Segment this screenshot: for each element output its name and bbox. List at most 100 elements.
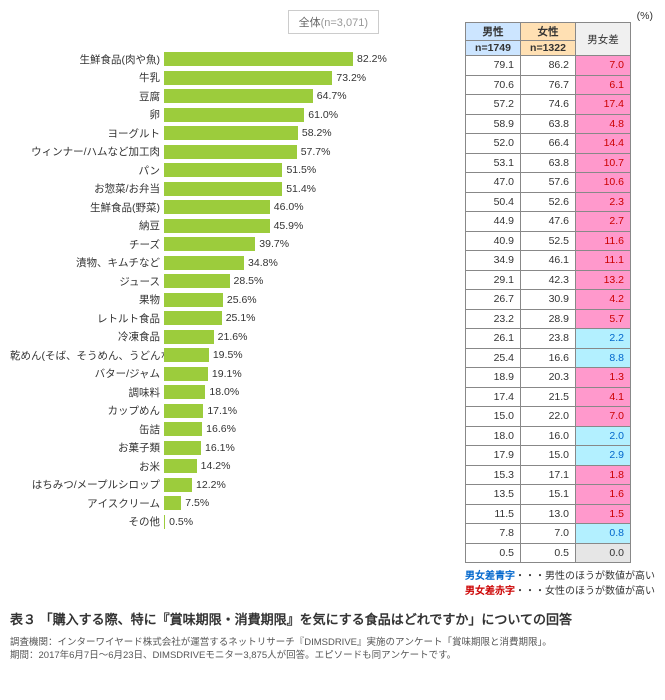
bar-track: 73.2% <box>164 71 459 85</box>
col-header-male: 男性 <box>466 23 521 41</box>
cell-female: 66.4 <box>521 134 576 154</box>
cell-male: 13.5 <box>466 485 521 505</box>
bar-label: 缶詰 <box>10 422 164 437</box>
bar-track: 14.2% <box>164 459 459 473</box>
bar <box>164 145 297 159</box>
bar <box>164 52 353 66</box>
bar-label: お菓子類 <box>10 440 164 455</box>
cell-female: 13.0 <box>521 504 576 524</box>
table-row: 15.022.07.0 <box>466 407 631 427</box>
bar-row: 納豆45.9% <box>10 217 459 235</box>
bar-value: 82.2% <box>357 53 387 65</box>
bar-row: 生鮮食品(肉や魚)82.2% <box>10 50 459 68</box>
bar <box>164 256 244 270</box>
cell-female: 7.0 <box>521 524 576 544</box>
bar-track: 34.8% <box>164 256 459 270</box>
bar-label: チーズ <box>10 237 164 252</box>
cell-male: 18.0 <box>466 426 521 446</box>
cell-male: 26.7 <box>466 290 521 310</box>
bar-value: 12.2% <box>196 479 226 491</box>
legend-blue-label: 男女差青字 <box>465 571 515 582</box>
bar-track: 58.2% <box>164 126 459 140</box>
footnote-line2: 期間：2017年6月7日～6月23日、DIMSDRIVEモニター3,875人が回… <box>10 649 655 662</box>
bar-value: 19.1% <box>212 368 242 380</box>
cell-female: 0.5 <box>521 543 576 563</box>
cell-male: 47.0 <box>466 173 521 193</box>
cell-diff: 11.6 <box>576 231 631 251</box>
bar-label: 冷凍食品 <box>10 329 164 344</box>
percent-unit-label: (%) <box>465 10 655 22</box>
bar-row: お米14.2% <box>10 457 459 475</box>
cell-female: 30.9 <box>521 290 576 310</box>
cell-female: 20.3 <box>521 368 576 388</box>
cell-male: 40.9 <box>466 231 521 251</box>
bar-row: 調味料18.0% <box>10 383 459 401</box>
bar-track: 16.6% <box>164 422 459 436</box>
cell-diff: 17.4 <box>576 95 631 115</box>
bar-label: アイスクリーム <box>10 496 164 511</box>
bar-track: 7.5% <box>164 496 459 510</box>
bar-value: 61.0% <box>308 109 338 121</box>
bar-label: ジュース <box>10 274 164 289</box>
table-row: 11.513.01.5 <box>466 504 631 524</box>
cell-male: 52.0 <box>466 134 521 154</box>
col-header-female: 女性 <box>521 23 576 41</box>
bar-label: 豆腐 <box>10 89 164 104</box>
bar-row: ジュース28.5% <box>10 272 459 290</box>
bar-value: 51.5% <box>286 164 316 176</box>
bar-track: 19.1% <box>164 367 459 381</box>
cell-diff: 2.2 <box>576 329 631 349</box>
cell-male: 18.9 <box>466 368 521 388</box>
bar <box>164 422 202 436</box>
bar-value: 51.4% <box>286 183 316 195</box>
bar-value: 34.8% <box>248 257 278 269</box>
bar-value: 16.1% <box>205 442 235 454</box>
bar-row: ウィンナー/ハムなど加工肉57.7% <box>10 143 459 161</box>
bar-value: 25.1% <box>226 312 256 324</box>
bar-row: 漬物、キムチなど34.8% <box>10 254 459 272</box>
cell-female: 46.1 <box>521 251 576 271</box>
cell-female: 21.5 <box>521 387 576 407</box>
bar-track: 25.6% <box>164 293 459 307</box>
bar-value: 57.7% <box>301 146 331 158</box>
bar-label: レトルト食品 <box>10 311 164 326</box>
cell-male: 79.1 <box>466 56 521 76</box>
bar-label: お米 <box>10 459 164 474</box>
bar-track: 19.5% <box>164 348 459 362</box>
table-row: 53.163.810.7 <box>466 153 631 173</box>
bar-label: パン <box>10 163 164 178</box>
cell-diff: 2.7 <box>576 212 631 232</box>
bar-row: お菓子類 16.1% <box>10 439 459 457</box>
bar-row: 乾めん(そば、そうめん、うどんなど)19.5% <box>10 346 459 364</box>
overall-n: (n=3,071) <box>321 17 368 29</box>
cell-female: 16.6 <box>521 348 576 368</box>
bar-row: チーズ39.7% <box>10 235 459 253</box>
data-table-section: (%) 男性 女性 男女差 n=1749 n=1322 79.186.27.07… <box>465 10 655 597</box>
cell-male: 70.6 <box>466 75 521 95</box>
cell-diff: 10.7 <box>576 153 631 173</box>
bar-value: 0.5% <box>169 516 193 528</box>
cell-female: 74.6 <box>521 95 576 115</box>
cell-male: 7.8 <box>466 524 521 544</box>
cell-diff: 1.5 <box>576 504 631 524</box>
cell-diff: 1.6 <box>576 485 631 505</box>
bar-label: はちみつ/メープルシロップ <box>10 477 164 492</box>
cell-female: 63.8 <box>521 153 576 173</box>
table-row: 50.452.62.3 <box>466 192 631 212</box>
cell-male: 26.1 <box>466 329 521 349</box>
bar <box>164 311 222 325</box>
bar-value: 17.1% <box>207 405 237 417</box>
cell-male: 0.5 <box>466 543 521 563</box>
cell-diff: 10.6 <box>576 173 631 193</box>
bar-label: お惣菜/お弁当 <box>10 181 164 196</box>
bar <box>164 126 298 140</box>
cell-diff: 5.7 <box>576 309 631 329</box>
bar-track: 21.6% <box>164 330 459 344</box>
bar-track: 25.1% <box>164 311 459 325</box>
bar-track: 18.0% <box>164 385 459 399</box>
cell-diff: 4.2 <box>576 290 631 310</box>
table-row: 0.50.50.0 <box>466 543 631 563</box>
n-female: n=1322 <box>521 41 576 56</box>
bar <box>164 459 197 473</box>
cell-male: 25.4 <box>466 348 521 368</box>
